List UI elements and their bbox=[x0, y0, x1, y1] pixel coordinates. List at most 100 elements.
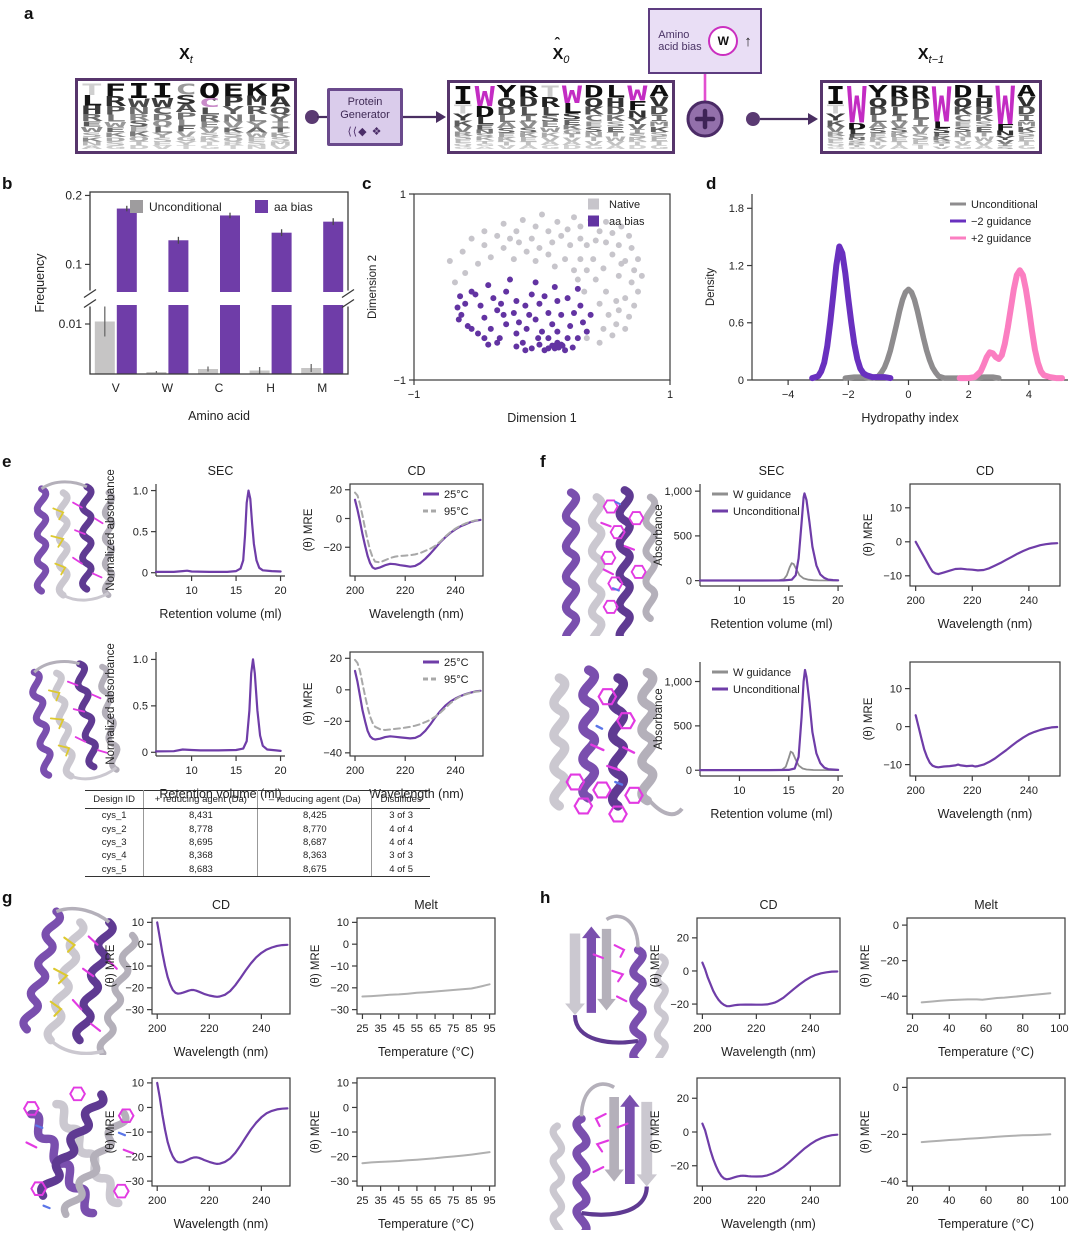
svg-text:E: E bbox=[104, 126, 126, 134]
svg-text:200: 200 bbox=[148, 1195, 166, 1207]
svg-text:W: W bbox=[605, 136, 626, 143]
svg-text:G: G bbox=[453, 145, 473, 149]
svg-text:K: K bbox=[128, 131, 150, 139]
svg-text:E: E bbox=[1017, 135, 1037, 142]
svg-text:R: R bbox=[889, 85, 909, 101]
svg-text:4: 4 bbox=[1026, 389, 1032, 401]
svg-text:Hydropathy index: Hydropathy index bbox=[861, 411, 959, 425]
chart-f2-sec: 10 15 20 0 500 1,000 Retention volume (ml) Abso… bbox=[648, 646, 853, 824]
svg-text:20: 20 bbox=[677, 1093, 689, 1105]
svg-text:80: 80 bbox=[1017, 1195, 1029, 1207]
svg-text:−40: −40 bbox=[880, 1176, 899, 1188]
svg-text:Retention volume (ml): Retention volume (ml) bbox=[159, 607, 281, 621]
svg-text:K: K bbox=[649, 125, 670, 134]
svg-text:25: 25 bbox=[356, 1023, 368, 1035]
svg-text:W: W bbox=[475, 85, 496, 113]
svg-text:I: I bbox=[995, 143, 1015, 147]
svg-text:20: 20 bbox=[330, 653, 342, 665]
chart-g1-cd: 200 220 240 10 0 −10 −20 −30 CD Wavelength (nm) (θ… bbox=[100, 890, 300, 1062]
svg-text:R: R bbox=[104, 95, 127, 110]
svg-text:T: T bbox=[1017, 140, 1037, 146]
svg-text:2: 2 bbox=[966, 389, 972, 401]
svg-text:V: V bbox=[562, 137, 582, 143]
svg-text:N: N bbox=[995, 129, 1015, 137]
svg-text:T: T bbox=[222, 145, 244, 149]
svg-text:I: I bbox=[269, 120, 291, 129]
svg-text:K: K bbox=[627, 137, 648, 143]
svg-text:(θ) MRE: (θ) MRE bbox=[863, 697, 875, 740]
svg-text:Melt: Melt bbox=[974, 898, 998, 912]
connector-dot bbox=[746, 112, 760, 126]
svg-text:−20: −20 bbox=[125, 983, 144, 995]
svg-text:CD: CD bbox=[759, 898, 777, 912]
svg-text:V: V bbox=[649, 95, 669, 109]
svg-text:240: 240 bbox=[446, 765, 464, 777]
svg-text:Unconditional: Unconditional bbox=[149, 200, 222, 214]
svg-text:W: W bbox=[974, 135, 995, 142]
svg-text:L: L bbox=[889, 104, 909, 117]
svg-text:Wavelength (nm): Wavelength (nm) bbox=[721, 1217, 816, 1231]
svg-text:E: E bbox=[199, 120, 221, 129]
svg-text:Y: Y bbox=[246, 120, 268, 129]
svg-text:W guidance: W guidance bbox=[733, 667, 791, 679]
svg-text:I: I bbox=[649, 113, 669, 123]
table-row: cys_2 8,778 8,770 4 of 4 bbox=[85, 822, 430, 836]
svg-text:A: A bbox=[269, 95, 291, 110]
svg-text:15: 15 bbox=[783, 595, 795, 607]
svg-text:10: 10 bbox=[337, 1078, 349, 1090]
w-circle-icon: W bbox=[708, 26, 739, 56]
svg-text:S: S bbox=[995, 146, 1015, 149]
chart-e2-sec: 10 15 20 0 0.5 1.0 Retention volume (ml) Normal… bbox=[100, 636, 295, 804]
svg-text:T: T bbox=[518, 141, 538, 147]
svg-text:20: 20 bbox=[677, 933, 689, 945]
svg-text:N: N bbox=[128, 105, 150, 116]
svg-text:Unconditional: Unconditional bbox=[733, 684, 800, 696]
svg-text:A: A bbox=[518, 144, 539, 149]
svg-text:D: D bbox=[584, 85, 604, 102]
svg-text:A: A bbox=[889, 144, 909, 149]
svg-text:V: V bbox=[889, 120, 909, 129]
logo-title-xt1: Xt−1 bbox=[917, 46, 945, 67]
svg-text:V: V bbox=[152, 145, 174, 149]
svg-text:W: W bbox=[627, 85, 647, 106]
svg-text:P: P bbox=[175, 111, 197, 122]
chart-f1-cd: 200 220 240 10 0 −10 CD Wavelength (nm) (θ) MRE bbox=[858, 456, 1070, 634]
table-row: cys_1 8,431 8,425 3 of 3 bbox=[85, 808, 430, 823]
svg-text:W: W bbox=[847, 85, 867, 134]
svg-text:L: L bbox=[847, 128, 867, 136]
svg-text:T: T bbox=[605, 131, 625, 138]
svg-text:E: E bbox=[152, 141, 174, 147]
svg-text:W: W bbox=[562, 85, 583, 109]
protein-structure-e2 bbox=[10, 653, 140, 783]
svg-text:K: K bbox=[81, 136, 103, 143]
svg-text:−30: −30 bbox=[330, 1176, 349, 1188]
chart-e2-cd: 200 220 240 20 0 −20 −40 Wavelength (nm) (θ) MRE… bbox=[298, 636, 493, 804]
svg-text:W guidance: W guidance bbox=[733, 489, 791, 501]
panel-label-a: a bbox=[24, 4, 34, 23]
svg-text:K: K bbox=[932, 136, 952, 142]
svg-text:K: K bbox=[584, 105, 604, 117]
svg-text:SEC: SEC bbox=[759, 464, 785, 478]
svg-text:T: T bbox=[199, 141, 221, 147]
svg-text:G: G bbox=[540, 144, 560, 149]
svg-text:S: S bbox=[518, 126, 538, 134]
svg-text:A: A bbox=[562, 141, 583, 147]
svg-text:C: C bbox=[152, 105, 174, 116]
svg-text:E: E bbox=[518, 136, 538, 143]
svg-text:0: 0 bbox=[142, 747, 148, 759]
svg-text:V: V bbox=[269, 145, 291, 149]
svg-text:240: 240 bbox=[446, 585, 464, 597]
svg-text:95°C: 95°C bbox=[444, 506, 469, 518]
panel-label-b: b bbox=[2, 174, 13, 193]
svg-text:K: K bbox=[199, 136, 221, 143]
protein-generator-box: Protein Generator ⟨⟨◆ ❖ bbox=[327, 88, 403, 146]
chart-f1-sec: 10 15 20 0 500 1,000 SEC Retention volume (ml) A… bbox=[648, 456, 853, 634]
svg-text:1.8: 1.8 bbox=[729, 203, 744, 215]
svg-text:0: 0 bbox=[738, 375, 744, 387]
svg-text:A: A bbox=[868, 121, 888, 130]
svg-text:E: E bbox=[128, 126, 150, 134]
svg-text:0: 0 bbox=[893, 1082, 899, 1094]
svg-text:E: E bbox=[453, 139, 473, 145]
svg-text:E: E bbox=[81, 120, 103, 129]
svg-text:V: V bbox=[518, 120, 538, 129]
